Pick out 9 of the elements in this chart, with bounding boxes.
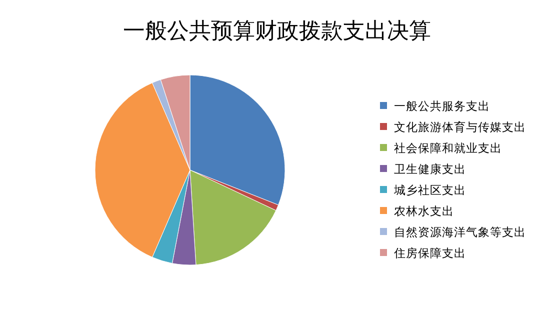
- legend-label: 一般公共服务支出: [394, 99, 490, 113]
- legend-label: 城乡社区支出: [393, 183, 466, 197]
- legend-label: 文化旅游体育与传媒支出: [394, 120, 526, 134]
- legend-label: 社会保障和就业支出: [394, 141, 502, 155]
- chart-title: 一般公共预算财政拨款支出决算: [123, 19, 431, 44]
- legend-label: 农林水支出: [394, 204, 454, 218]
- legend-label: 卫生健康支出: [394, 162, 466, 176]
- legend-label: 住房保障支出: [393, 246, 466, 260]
- legend-label: 自然资源海洋气象等支出: [394, 225, 526, 239]
